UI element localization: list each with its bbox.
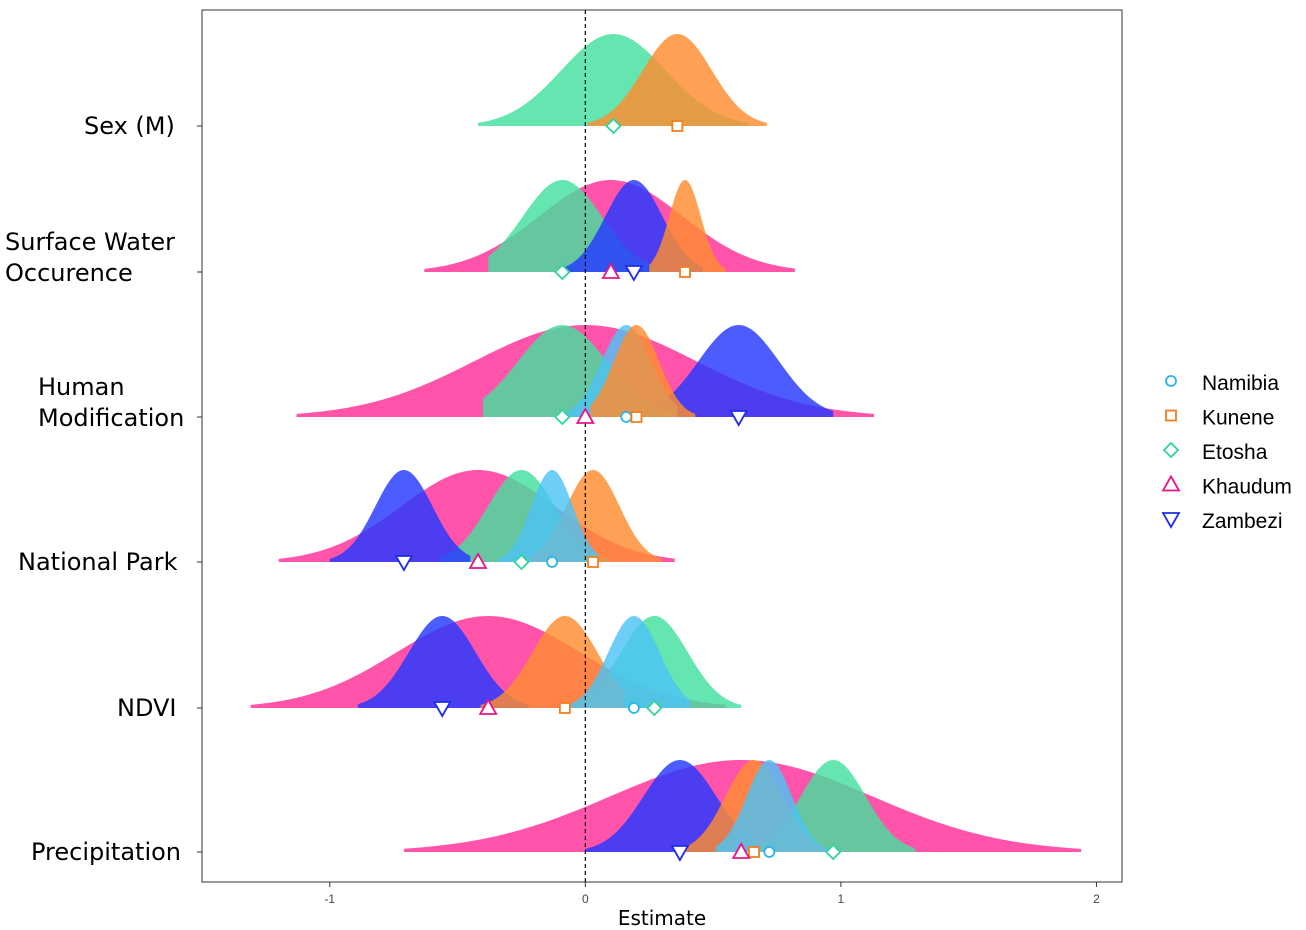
y-tick-label-row1-line1: Sex (M): [84, 112, 175, 140]
legend-marker-etosha: [1162, 441, 1180, 459]
point-namibia-row3: [620, 411, 633, 423]
legend-marker-namibia: [1165, 375, 1177, 387]
point-namibia-row5: [627, 702, 640, 714]
point-etosha-row1: [605, 117, 622, 135]
y-axis: Sex (M) Surface Water Occurence Human Modifi…: [5, 112, 202, 866]
legend-label-kunene: Kunene: [1202, 407, 1274, 430]
point-kunene-row5: [558, 702, 571, 714]
point-zambezi-row2: [624, 265, 644, 282]
point-etosha-row2: [554, 263, 571, 281]
y-tick-label-row6-line1: Precipitation: [31, 838, 181, 866]
density-ridges: [250, 34, 1082, 852]
point-zambezi-row6: [670, 845, 690, 862]
ridge-zambezi-row3: [633, 325, 834, 417]
ridge-kunene-row3: [590, 325, 696, 417]
y-tick-label-row2-line2: Occurence: [5, 259, 133, 287]
point-etosha-row3: [554, 408, 571, 426]
point-kunene-row3: [630, 411, 643, 423]
legend-label-khaudum: Khaudum: [1202, 476, 1292, 499]
legend-label-zambezi: Zambezi: [1202, 510, 1283, 533]
ridge-kunene-row1: [587, 34, 767, 126]
x-axis: -1 0 1 2: [324, 882, 1100, 906]
ridge-namibia-row6: [715, 760, 829, 852]
point-etosha-row5: [646, 699, 663, 717]
point-namibia-row4: [546, 556, 559, 568]
x-tick-label-1: 1: [838, 892, 845, 906]
legend-label-etosha: Etosha: [1202, 441, 1268, 464]
x-tick-label-0: 0: [582, 892, 589, 906]
point-kunene-row6: [748, 846, 760, 858]
ridge-namibia-row5: [567, 616, 691, 708]
ridge-zambezi-row4: [329, 470, 471, 562]
point-etosha-row6: [824, 843, 842, 861]
point-kunene-row1: [671, 120, 684, 132]
y-tick-label-row4-line1: National Park: [18, 548, 178, 576]
ridge-kunene-row2: [649, 180, 726, 272]
point-zambezi-row4: [394, 555, 414, 572]
y-tick-label-row3-line2: Modification: [38, 404, 184, 432]
legend-marker-kunene: [1165, 409, 1177, 422]
point-khaudum-row2: [601, 262, 621, 279]
point-namibia-row6: [763, 846, 776, 858]
point-khaudum-row4: [468, 552, 488, 569]
x-tick-label-2: 2: [1093, 892, 1100, 906]
point-kunene-row4: [587, 556, 599, 568]
y-tick-label-row5-line1: NDVI: [117, 694, 177, 722]
ridge-namibia-row4: [498, 470, 599, 562]
point-khaudum-row6: [731, 842, 751, 859]
legend-label-namibia: Namibia: [1202, 372, 1279, 395]
x-tick-label--1: -1: [324, 892, 335, 906]
point-khaudum-row3: [575, 407, 595, 424]
legend-marker-khaudum: [1161, 474, 1181, 492]
ridge-zambezi-row5: [357, 616, 530, 708]
legend-marker-zambezi: [1161, 512, 1181, 529]
point-kunene-row2: [679, 266, 691, 278]
y-tick-label-row3-line1: Human: [38, 373, 125, 401]
ridge-kunene-row5: [480, 616, 624, 708]
legend: Namibia Kunene Etosha Khaudum Zambezi: [1161, 372, 1292, 533]
x-axis-title: Estimate: [618, 906, 706, 930]
plot-panel-border: [201, 9, 1123, 883]
point-khaudum-row5: [478, 698, 498, 715]
point-etosha-row4: [513, 553, 530, 571]
point-zambezi-row3: [729, 410, 749, 427]
point-zambezi-row5: [432, 701, 452, 718]
estimate-points: [394, 117, 842, 862]
y-tick-label-row2-line1: Surface Water: [5, 228, 175, 256]
